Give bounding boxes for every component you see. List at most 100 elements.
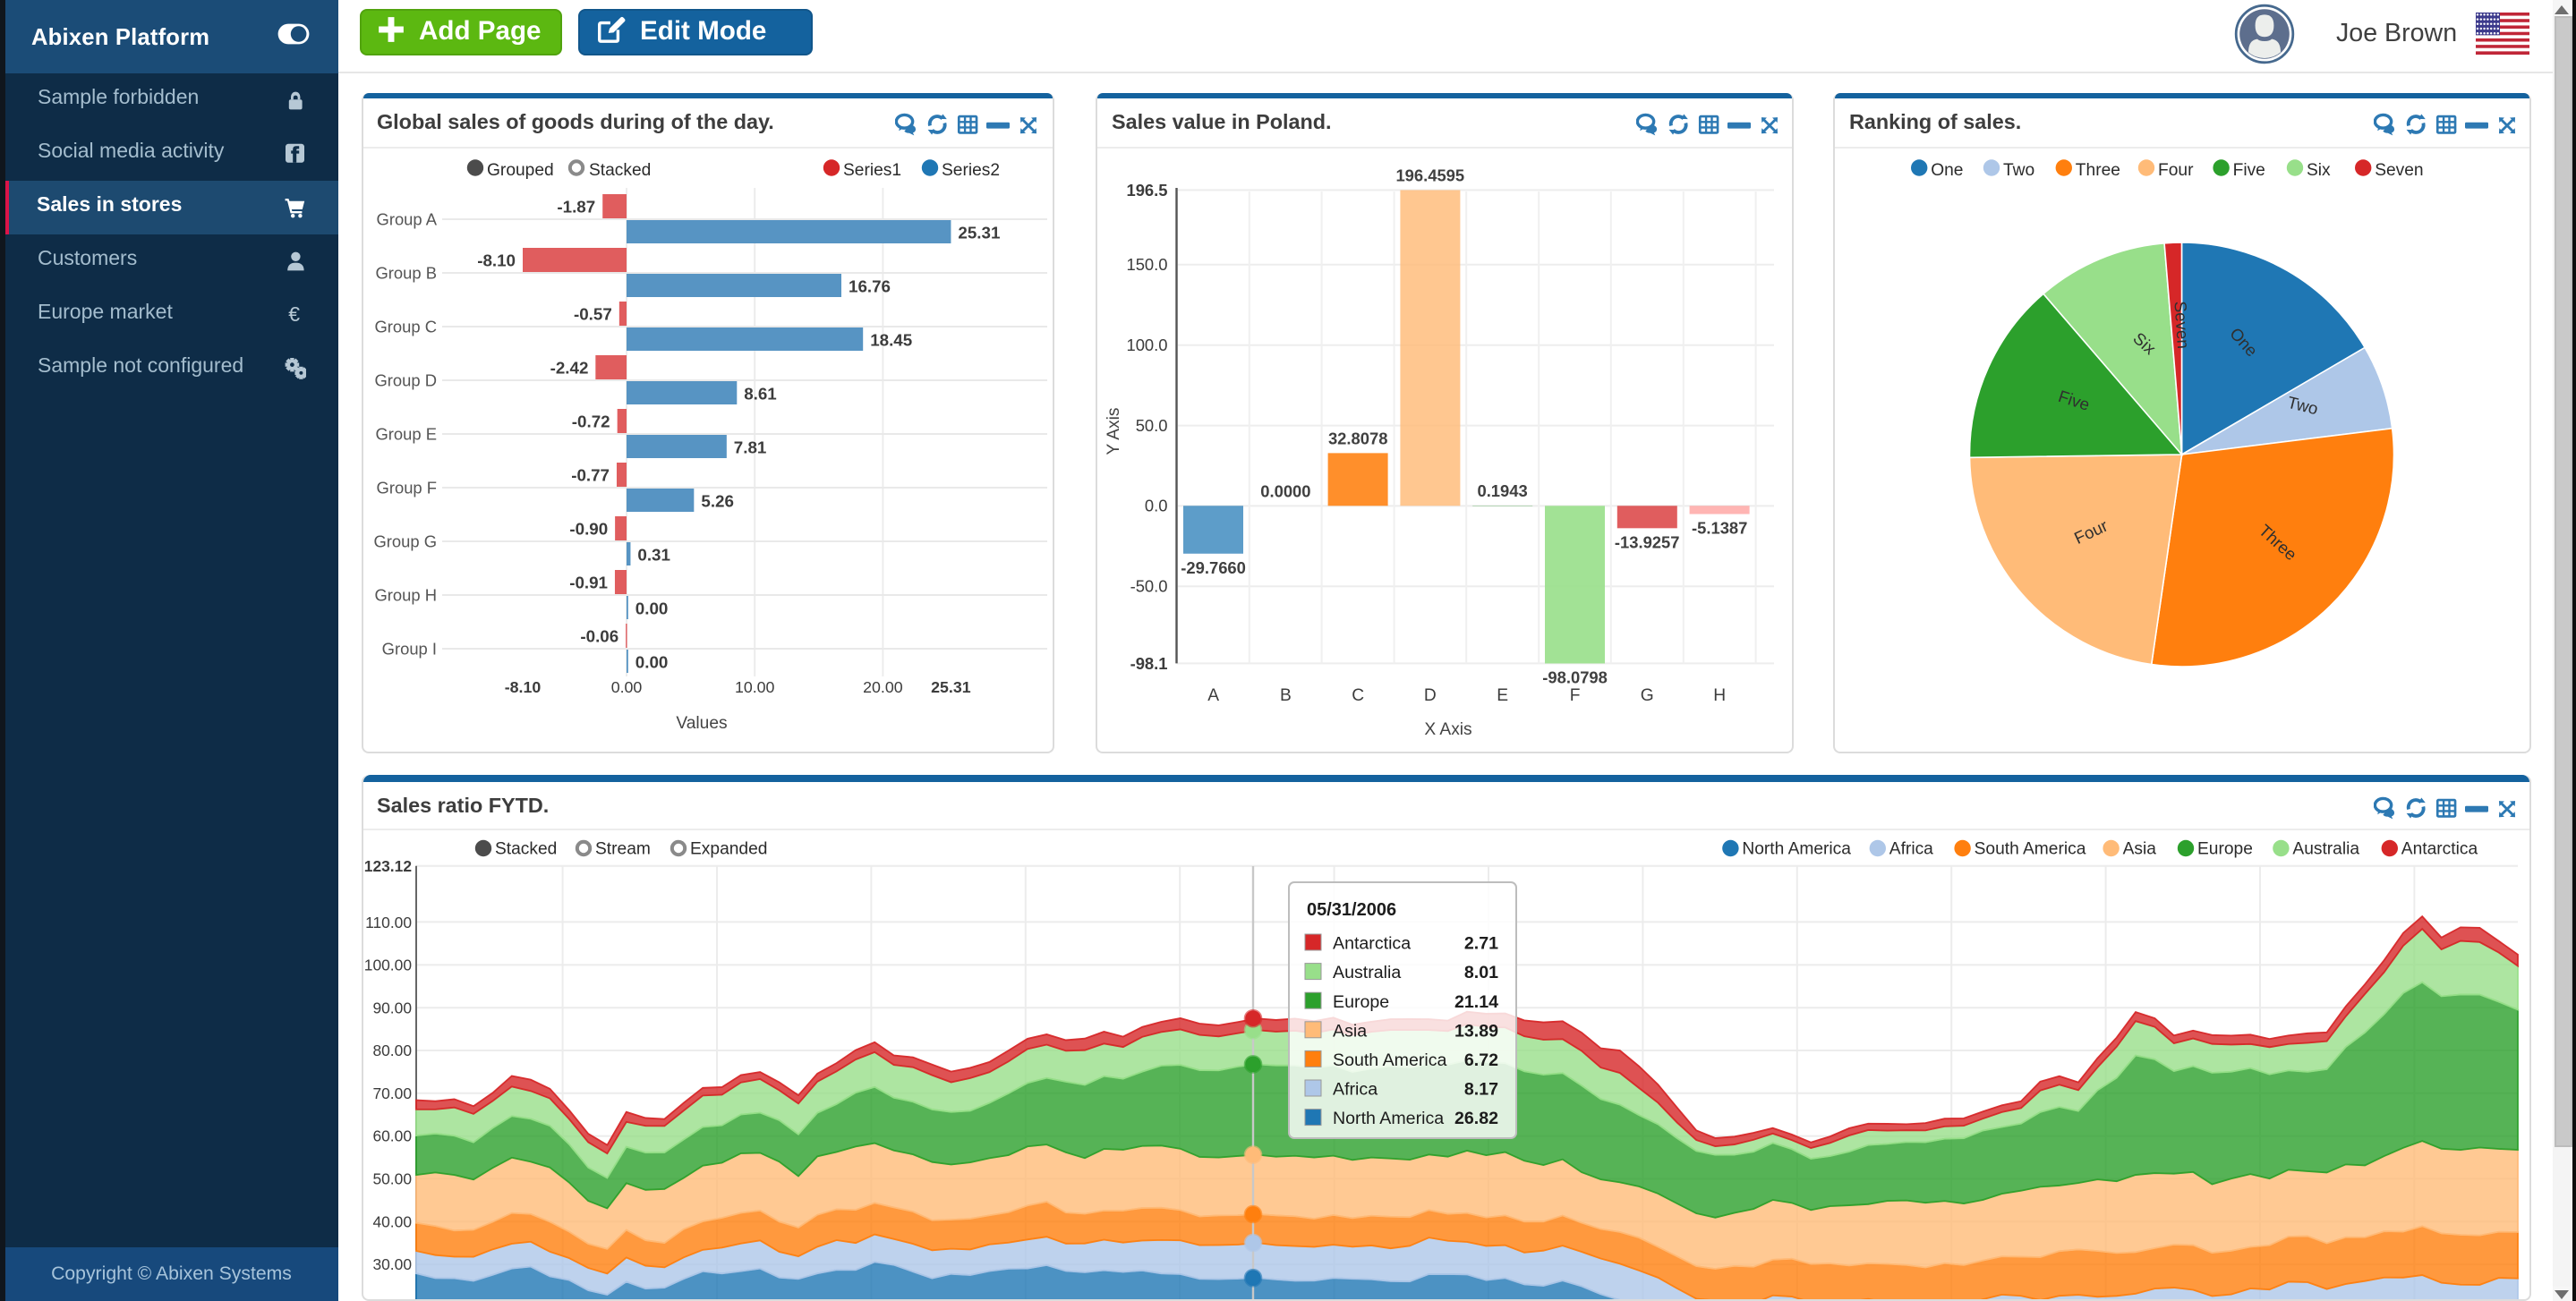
- svg-text:150.0: 150.0: [1126, 254, 1167, 273]
- svg-text:€: €: [287, 304, 299, 326]
- svg-text:Series1: Series1: [842, 160, 900, 179]
- svg-text:Australia: Australia: [2291, 839, 2358, 858]
- svg-text:60.00: 60.00: [371, 1127, 411, 1145]
- svg-text:Europe: Europe: [2196, 839, 2252, 858]
- svg-text:F: F: [1570, 685, 1581, 704]
- svg-text:-98.0798: -98.0798: [1542, 667, 1608, 685]
- svg-text:Asia: Asia: [1332, 1021, 1366, 1041]
- svg-text:Antarctica: Antarctica: [2401, 839, 2478, 858]
- svg-text:7.81: 7.81: [733, 438, 766, 456]
- svg-text:Group E: Group E: [375, 423, 437, 442]
- svg-text:-5.1387: -5.1387: [1692, 518, 1747, 537]
- svg-text:North America: North America: [1741, 839, 1850, 858]
- svg-text:-8.10: -8.10: [476, 251, 515, 269]
- svg-text:25.31: 25.31: [930, 677, 970, 695]
- svg-text:32.8078: 32.8078: [1328, 428, 1387, 446]
- svg-text:-29.7660: -29.7660: [1181, 557, 1246, 576]
- svg-text:H: H: [1713, 685, 1726, 704]
- svg-text:-50.0: -50.0: [1130, 576, 1168, 595]
- svg-text:80.00: 80.00: [371, 1042, 411, 1059]
- svg-text:0.31: 0.31: [636, 545, 670, 564]
- svg-text:-0.77: -0.77: [570, 465, 609, 484]
- svg-text:-1.87: -1.87: [556, 197, 594, 216]
- svg-text:50.00: 50.00: [371, 1170, 411, 1188]
- svg-text:-98.1: -98.1: [1130, 653, 1168, 672]
- svg-text:Asia: Asia: [2122, 839, 2156, 858]
- svg-text:100.0: 100.0: [1126, 335, 1167, 353]
- svg-text:Group A: Group A: [376, 208, 437, 227]
- svg-text:110.00: 110.00: [364, 914, 411, 931]
- svg-text:Values: Values: [675, 713, 726, 732]
- svg-text:Group D: Group D: [373, 370, 436, 388]
- svg-text:Three: Three: [2076, 160, 2120, 179]
- svg-text:40.00: 40.00: [371, 1212, 411, 1230]
- svg-text:Two: Two: [2003, 160, 2034, 179]
- svg-text:Group F: Group F: [376, 477, 436, 496]
- svg-text:8.01: 8.01: [1463, 963, 1497, 982]
- svg-text:Group I: Group I: [381, 638, 436, 657]
- svg-text:Grouped: Grouped: [486, 160, 553, 179]
- svg-text:A: A: [1207, 685, 1219, 704]
- svg-text:-0.06: -0.06: [579, 626, 618, 645]
- svg-text:Stream: Stream: [594, 839, 650, 858]
- svg-text:90.00: 90.00: [371, 999, 411, 1016]
- svg-text:Series2: Series2: [941, 160, 999, 179]
- svg-text:20.00: 20.00: [862, 677, 902, 695]
- svg-text:196.5: 196.5: [1126, 180, 1167, 199]
- svg-text:C: C: [1352, 685, 1364, 704]
- svg-text:8.17: 8.17: [1463, 1080, 1497, 1100]
- svg-text:Stacked: Stacked: [494, 839, 556, 858]
- svg-text:-0.72: -0.72: [571, 412, 610, 430]
- svg-text:18.45: 18.45: [869, 330, 911, 349]
- svg-text:Stacked: Stacked: [588, 160, 650, 179]
- svg-text:-0.90: -0.90: [568, 519, 607, 538]
- svg-text:16.76: 16.76: [848, 276, 890, 295]
- svg-text:Six: Six: [2307, 160, 2331, 179]
- svg-text:Seven: Seven: [2171, 300, 2193, 349]
- svg-text:13.89: 13.89: [1454, 1021, 1497, 1041]
- svg-text:26.82: 26.82: [1454, 1109, 1497, 1128]
- svg-text:G: G: [1641, 685, 1654, 704]
- svg-text:6.72: 6.72: [1463, 1050, 1497, 1070]
- svg-text:E: E: [1497, 685, 1508, 704]
- svg-text:Group B: Group B: [375, 262, 437, 281]
- svg-text:Seven: Seven: [2375, 160, 2423, 179]
- svg-text:Five: Five: [2233, 160, 2265, 179]
- svg-text:0.00: 0.00: [635, 599, 668, 617]
- svg-text:Africa: Africa: [1332, 1080, 1377, 1100]
- svg-text:10.00: 10.00: [734, 677, 774, 695]
- svg-text:Group G: Group G: [372, 531, 436, 549]
- svg-text:One: One: [1931, 160, 1963, 179]
- svg-text:South America: South America: [1974, 839, 2086, 858]
- svg-text:05/31/2006: 05/31/2006: [1306, 900, 1395, 920]
- svg-text:Expanded: Expanded: [689, 839, 766, 858]
- svg-text:0.00: 0.00: [610, 677, 642, 695]
- svg-text:Group C: Group C: [373, 316, 436, 335]
- svg-text:Y Axis: Y Axis: [1105, 407, 1123, 455]
- svg-text:21.14: 21.14: [1454, 992, 1497, 1012]
- svg-text:196.4595: 196.4595: [1395, 165, 1464, 183]
- svg-text:D: D: [1424, 685, 1437, 704]
- svg-text:Antarctica: Antarctica: [1332, 934, 1410, 954]
- svg-text:50.0: 50.0: [1136, 415, 1168, 434]
- svg-text:0.00: 0.00: [635, 652, 668, 671]
- svg-text:30.00: 30.00: [371, 1255, 411, 1273]
- svg-text:Four: Four: [2158, 160, 2194, 179]
- svg-text:0.1943: 0.1943: [1477, 480, 1527, 499]
- svg-text:0.0000: 0.0000: [1260, 480, 1310, 499]
- svg-text:100.00: 100.00: [363, 956, 411, 974]
- svg-text:8.61: 8.61: [743, 384, 776, 403]
- svg-text:Group H: Group H: [373, 584, 436, 603]
- svg-text:-2.42: -2.42: [550, 358, 588, 377]
- svg-text:-13.9257: -13.9257: [1615, 531, 1680, 550]
- svg-text:South America: South America: [1332, 1050, 1446, 1070]
- svg-text:5.26: 5.26: [700, 491, 733, 510]
- svg-text:70.00: 70.00: [371, 1084, 411, 1102]
- svg-text:-0.91: -0.91: [568, 573, 607, 591]
- svg-text:-8.10: -8.10: [504, 677, 541, 695]
- svg-text:X Axis: X Axis: [1424, 719, 1471, 738]
- svg-text:Australia: Australia: [1332, 963, 1400, 982]
- svg-text:25.31: 25.31: [957, 223, 999, 242]
- svg-text:Africa: Africa: [1889, 839, 1932, 858]
- svg-text:North America: North America: [1332, 1109, 1443, 1128]
